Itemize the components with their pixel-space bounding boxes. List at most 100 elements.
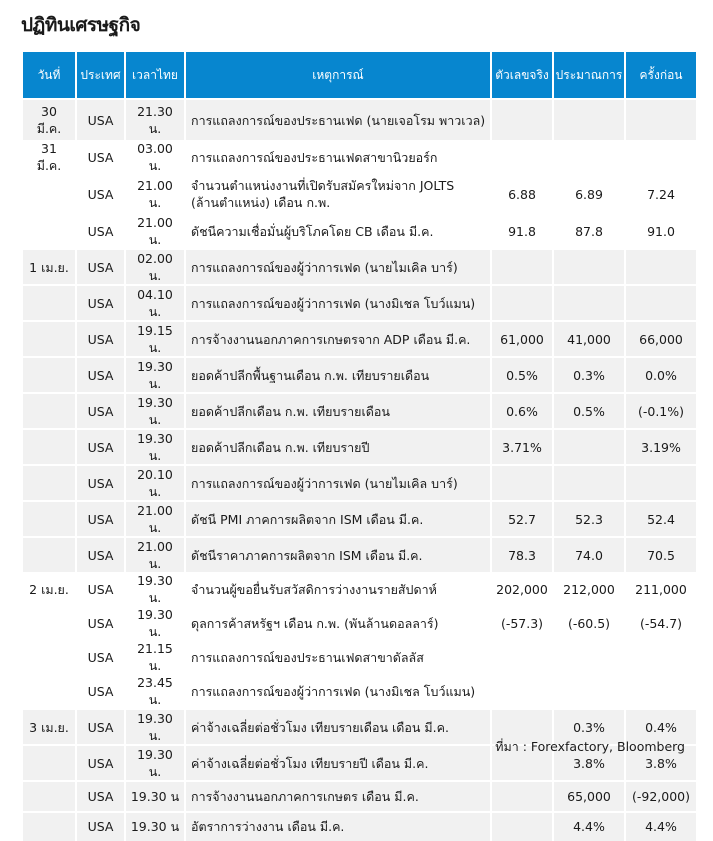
time-cell: 21.30 น.	[124, 98, 186, 140]
header-time: เวลาไทย	[124, 52, 186, 100]
previous-cell: 7.24	[624, 174, 698, 214]
forecast-cell	[552, 140, 626, 174]
table-row: 30 มี.ค. USA 21.30 น. การแถลงการณ์ของประธาน…	[21, 98, 698, 140]
forecast-cell: 41,000	[552, 320, 626, 357]
forecast-cell: 52.3	[552, 500, 626, 537]
country-cell: USA	[75, 98, 126, 140]
time-cell: 19.30 น.	[124, 428, 186, 465]
date-cell: 2 เม.ย.	[21, 572, 77, 606]
event-cell: อัตราการว่างงาน เดือน มี.ค.	[184, 810, 492, 841]
table-row: 3 เม.ย. USA 19.30 น. ค่าจ้างเฉลี่ยต่อชั่วโม…	[21, 708, 698, 745]
time-cell: 19.30 น	[124, 810, 186, 841]
event-cell: ดัชนีราคาภาคการผลิตจาก ISM เดือน มี.ค.	[184, 536, 492, 572]
table-row: USA 21.00 น. จำนวนตำแหน่งงานที่เปิดรับสมัค…	[21, 174, 698, 214]
country-cell: USA	[75, 500, 126, 537]
time-cell: 02.00 น.	[124, 248, 186, 285]
event-cell: การจ้างงานนอกภาคการเกษตร เดือน มี.ค.	[184, 780, 492, 812]
header-date: วันที่	[21, 52, 77, 100]
previous-cell: 52.4	[624, 500, 698, 537]
previous-cell: (-92,000)	[624, 780, 698, 812]
forecast-cell: 65,000	[552, 780, 626, 812]
event-cell: จำนวนตำแหน่งงานที่เปิดรับสมัครใหม่จาก JO…	[184, 174, 492, 214]
previous-cell: 211,000	[624, 572, 698, 606]
actual-cell	[490, 284, 554, 321]
previous-cell: 4.4%	[624, 810, 698, 841]
time-cell: 21.00 น.	[124, 536, 186, 572]
table-row: USA 21.00 น. ดัชนีราคาภาคการผลิตจาก ISM เด…	[21, 536, 698, 572]
previous-cell: (-54.7)	[624, 606, 698, 640]
time-cell: 19.30 น.	[124, 744, 186, 781]
date-cell	[21, 284, 77, 321]
previous-cell	[624, 674, 698, 709]
time-cell: 21.00 น.	[124, 174, 186, 214]
table-row: 31 มี.ค. USA 03.00 น. การแถลงการณ์ของประธาน…	[21, 140, 698, 174]
table-row: USA 23.45 น. การแถลงการณ์ของผู้ว่าการเฟด (…	[21, 674, 698, 709]
date-cell: 3 เม.ย.	[21, 708, 77, 745]
actual-cell	[490, 248, 554, 285]
actual-cell: 3.71%	[490, 428, 554, 465]
forecast-cell	[552, 428, 626, 465]
event-cell: การแถลงการณ์ของผู้ว่าการเฟด (นางมิเชล โบ…	[184, 674, 492, 709]
header-forecast: ประมาณการ	[552, 52, 626, 100]
country-cell: USA	[75, 320, 126, 357]
country-cell: USA	[75, 744, 126, 781]
forecast-cell	[552, 284, 626, 321]
event-cell: การแถลงการณ์ของผู้ว่าการเฟด (นายไมเคิล บ…	[184, 464, 492, 501]
time-cell: 23.45 น.	[124, 674, 186, 709]
time-cell: 19.30 น.	[124, 606, 186, 640]
table-row: USA 21.15 น. การแถลงการณ์ของประธานเฟดสาขาด…	[21, 640, 698, 674]
time-cell: 04.10 น.	[124, 284, 186, 321]
time-cell: 21.00 น.	[124, 214, 186, 249]
time-cell: 19.30 น	[124, 780, 186, 812]
event-cell: การแถลงการณ์ของประธานเฟดสาขาดัลลัส	[184, 640, 492, 674]
date-cell	[21, 428, 77, 465]
country-cell: USA	[75, 174, 126, 214]
actual-cell: 0.6%	[490, 392, 554, 429]
previous-cell: 66,000	[624, 320, 698, 357]
country-cell: USA	[75, 572, 126, 606]
country-cell: USA	[75, 674, 126, 709]
actual-cell: 6.88	[490, 174, 554, 214]
forecast-cell: 6.89	[552, 174, 626, 214]
event-cell: การแถลงการณ์ของประธานเฟดสาขานิวยอร์ก	[184, 140, 492, 174]
forecast-cell: (-60.5)	[552, 606, 626, 640]
event-cell: การแถลงการณ์ของผู้ว่าการเฟด (นางมิเชล โบ…	[184, 284, 492, 321]
header-country: ประเทศ	[75, 52, 126, 100]
country-cell: USA	[75, 428, 126, 465]
forecast-cell: 0.5%	[552, 392, 626, 429]
event-cell: การแถลงการณ์ของประธานเฟด (นายเจอโรม พาวเ…	[184, 98, 492, 140]
time-cell: 19.30 น.	[124, 572, 186, 606]
table-row: USA 20.10 น. การแถลงการณ์ของผู้ว่าการเฟด (…	[21, 464, 698, 501]
date-cell	[21, 174, 77, 214]
actual-cell	[490, 780, 554, 812]
event-cell: การจ้างงานนอกภาคการเกษตรจาก ADP เดือน มี…	[184, 320, 492, 357]
date-cell: 1 เม.ย.	[21, 248, 77, 285]
country-cell: USA	[75, 140, 126, 174]
actual-cell	[490, 464, 554, 501]
actual-cell	[490, 674, 554, 709]
header-event: เหตุการณ์	[184, 52, 492, 100]
previous-cell	[624, 98, 698, 140]
country-cell: USA	[75, 810, 126, 841]
forecast-cell: 74.0	[552, 536, 626, 572]
event-cell: จำนวนผู้ขอยื่นรับสวัสดิการว่างงานรายสัปด…	[184, 572, 492, 606]
date-cell	[21, 500, 77, 537]
event-cell: ดุลการค้าสหรัฐฯ เดือน ก.พ. (พันล้านดอลลา…	[184, 606, 492, 640]
table-header-row: วันที่ ประเทศ เวลาไทย เหตุการณ์ ตัวเลขจร…	[21, 52, 698, 100]
date-cell: 30 มี.ค.	[21, 98, 77, 140]
event-cell: ยอดค้าปลีกเดือน ก.พ. เทียบรายเดือน	[184, 392, 492, 429]
date-cell	[21, 640, 77, 674]
forecast-cell	[552, 640, 626, 674]
country-cell: USA	[75, 640, 126, 674]
actual-cell	[490, 98, 554, 140]
date-cell	[21, 356, 77, 393]
page-title: ปฏิทินเศรษฐกิจ	[21, 14, 141, 36]
previous-cell	[624, 248, 698, 285]
table-row: USA 21.00 น. ดัชนี PMI ภาคการผลิตจาก ISM เ…	[21, 500, 698, 537]
actual-cell: 61,000	[490, 320, 554, 357]
table-row: USA 19.30 น. ยอดค้าปลีกเดือน ก.พ. เทียบราย…	[21, 392, 698, 429]
actual-cell	[490, 140, 554, 174]
actual-cell	[490, 810, 554, 841]
forecast-cell: 0.3%	[552, 708, 626, 745]
country-cell: USA	[75, 214, 126, 249]
